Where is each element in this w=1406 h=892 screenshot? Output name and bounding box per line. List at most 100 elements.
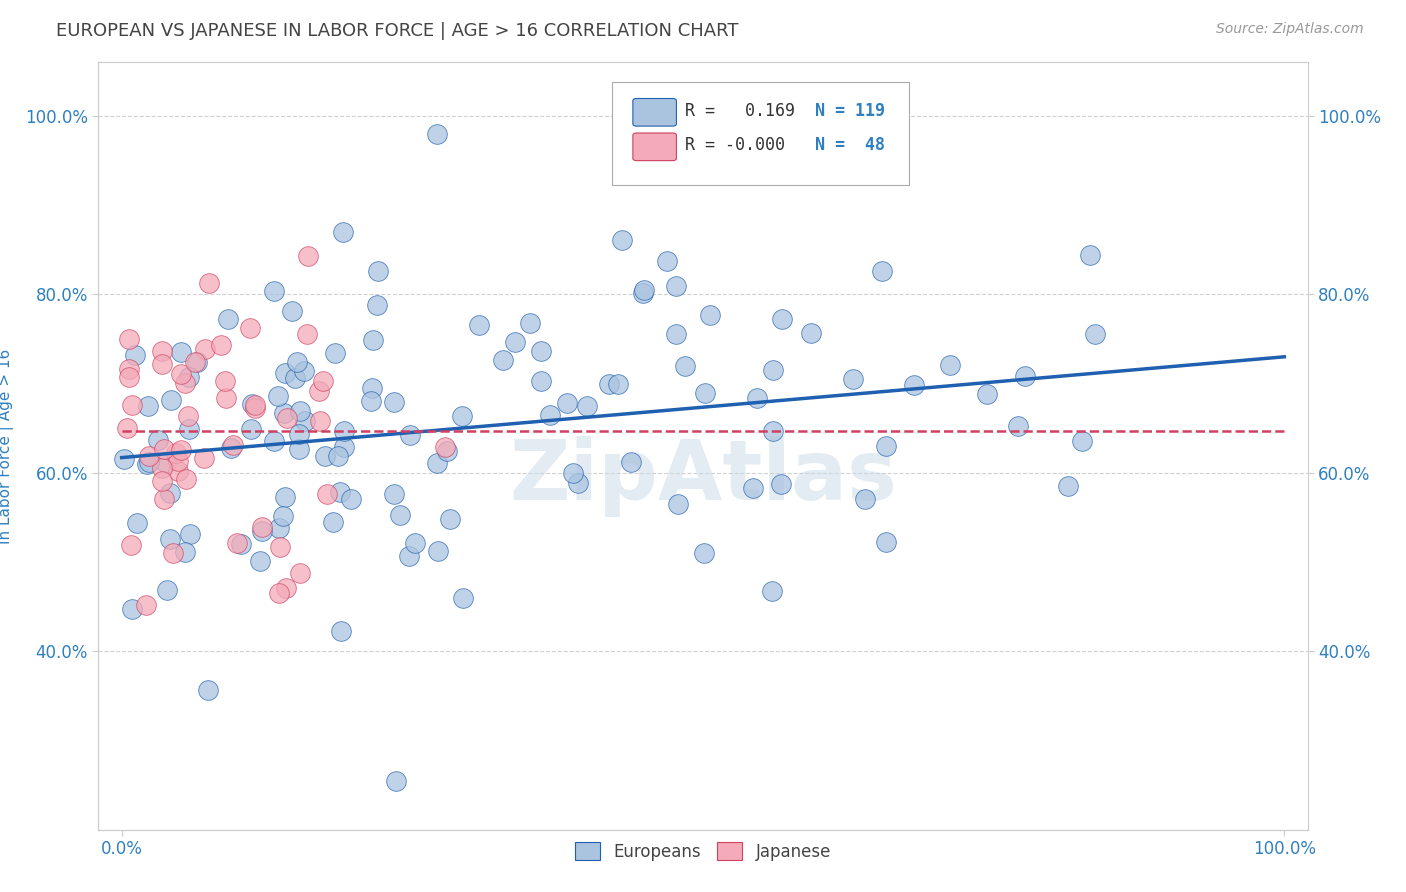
- Point: [762, 424, 785, 438]
- Point: [250, 520, 273, 534]
- Point: [217, 311, 239, 326]
- Point: [503, 334, 526, 349]
- Text: N =  48: N = 48: [815, 136, 886, 154]
- Point: [308, 384, 330, 398]
- Point: [167, 464, 190, 478]
- Point: [1078, 248, 1101, 262]
- Point: [152, 344, 174, 359]
- Point: [562, 467, 585, 481]
- Point: [197, 682, 219, 697]
- Point: [665, 278, 688, 293]
- Point: [177, 370, 200, 384]
- Point: [267, 586, 290, 600]
- Point: [177, 422, 200, 436]
- Point: [184, 355, 207, 369]
- Point: [745, 392, 768, 406]
- Point: [329, 624, 352, 639]
- Point: [530, 374, 553, 388]
- Point: [290, 404, 312, 418]
- Point: [153, 492, 176, 507]
- Point: [404, 536, 426, 550]
- Point: [693, 546, 716, 560]
- Point: [633, 286, 655, 301]
- Point: [120, 538, 142, 552]
- Point: [138, 449, 160, 463]
- Point: [333, 440, 356, 454]
- Point: [153, 442, 176, 457]
- Point: [162, 546, 184, 560]
- Point: [309, 414, 332, 428]
- Point: [136, 399, 159, 413]
- Point: [295, 327, 318, 342]
- Point: [294, 364, 316, 378]
- Point: [655, 253, 678, 268]
- Point: [329, 484, 352, 499]
- Point: [939, 358, 962, 372]
- Point: [209, 338, 232, 352]
- Point: [1056, 479, 1078, 493]
- Point: [263, 284, 285, 298]
- Point: [194, 343, 217, 357]
- Point: [530, 343, 553, 358]
- Point: [214, 391, 236, 405]
- Point: [762, 363, 785, 377]
- Point: [385, 774, 408, 789]
- Point: [436, 443, 458, 458]
- Point: [314, 449, 336, 463]
- Point: [115, 420, 138, 434]
- Point: [276, 411, 298, 425]
- Point: [150, 461, 173, 475]
- Point: [222, 438, 245, 452]
- Point: [340, 491, 363, 506]
- Point: [576, 399, 599, 413]
- Point: [426, 544, 449, 558]
- Point: [159, 486, 181, 500]
- Point: [167, 454, 190, 468]
- Point: [273, 490, 295, 504]
- Point: [388, 508, 411, 523]
- Point: [853, 491, 876, 506]
- Point: [281, 304, 304, 318]
- Point: [127, 516, 149, 531]
- Point: [121, 601, 143, 615]
- Point: [699, 309, 721, 323]
- Point: [118, 332, 141, 346]
- Point: [567, 475, 589, 490]
- Point: [322, 515, 344, 529]
- Point: [770, 312, 793, 326]
- Point: [800, 326, 823, 340]
- Point: [870, 263, 893, 277]
- Point: [170, 344, 193, 359]
- Point: [174, 472, 197, 486]
- Point: [243, 401, 266, 415]
- Point: [398, 549, 420, 564]
- Point: [269, 540, 291, 554]
- Point: [328, 449, 350, 463]
- Point: [450, 409, 472, 423]
- Point: [315, 487, 337, 501]
- Point: [112, 452, 135, 467]
- Point: [121, 398, 143, 412]
- Point: [198, 277, 221, 291]
- Point: [156, 583, 179, 598]
- Y-axis label: In Labor Force | Age > 16: In Labor Force | Age > 16: [0, 349, 14, 543]
- Point: [382, 487, 405, 501]
- Point: [426, 456, 449, 470]
- Point: [243, 398, 266, 412]
- Point: [361, 381, 384, 395]
- Point: [451, 591, 474, 605]
- Point: [361, 333, 384, 347]
- Point: [173, 376, 195, 391]
- Point: [179, 527, 201, 541]
- Point: [903, 377, 925, 392]
- Point: [159, 393, 181, 408]
- Point: [384, 394, 406, 409]
- Point: [312, 374, 335, 388]
- Point: [1014, 369, 1036, 384]
- Point: [665, 327, 688, 342]
- Point: [118, 370, 141, 384]
- Point: [693, 386, 716, 401]
- Point: [136, 457, 159, 471]
- Point: [875, 439, 897, 453]
- Point: [193, 450, 215, 465]
